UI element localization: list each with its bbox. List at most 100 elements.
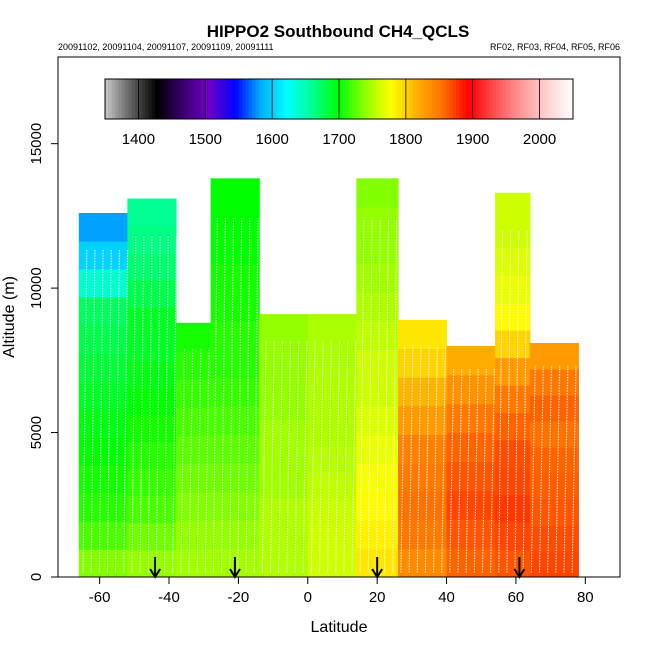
- flight-track-line: [367, 218, 373, 573]
- colorbar-segment: [322, 79, 327, 119]
- colorbar-segment: [392, 79, 397, 119]
- flight-track-line: [424, 345, 430, 573]
- x-tick-label: -20: [228, 589, 250, 606]
- heatmap-cell: [210, 292, 260, 322]
- colorbar-segment: [268, 79, 273, 119]
- colorbar-segment: [218, 79, 223, 119]
- heatmap-cell: [307, 314, 357, 341]
- flight-track-line: [538, 366, 544, 573]
- colorbar-segment: [405, 79, 410, 119]
- colorbar-segment: [141, 79, 146, 119]
- flight-track-line: [147, 236, 153, 573]
- colorbar-segment: [308, 79, 313, 119]
- colorbar-segment: [482, 79, 487, 119]
- colorbar-tick-label: 1900: [456, 131, 489, 148]
- colorbar-segment: [425, 79, 430, 119]
- colorbar-segment: [258, 79, 263, 119]
- colorbar-segment: [439, 79, 444, 119]
- flight-track-line: [335, 340, 341, 573]
- flight-track-line: [359, 218, 365, 573]
- colorbar-segment: [349, 79, 353, 119]
- colorbar-segment: [328, 79, 333, 119]
- colorbar-segment: [452, 79, 457, 119]
- colorbar-segment: [562, 79, 567, 119]
- heatmap-cell: [356, 377, 399, 407]
- flight-track-line: [327, 340, 332, 573]
- heatmap-cell: [495, 275, 531, 304]
- heatmap-cell: [259, 419, 309, 447]
- heatmap-cell: [397, 434, 448, 464]
- colorbar-segment: [402, 79, 407, 119]
- colorbar-segment: [138, 79, 143, 119]
- colorbar-segment: [175, 79, 180, 119]
- colorbar-segment: [529, 79, 534, 119]
- heatmap-cell: [78, 213, 128, 242]
- colorbar-segment: [155, 79, 159, 119]
- heatmap-cell: [127, 414, 177, 443]
- flight-track-line: [384, 218, 389, 573]
- heatmap-cell: [210, 434, 260, 464]
- colorbar-segment: [181, 79, 186, 119]
- heatmap-cell: [356, 206, 399, 236]
- colorbar-segment: [111, 79, 116, 119]
- flight-track-line: [278, 340, 283, 573]
- flight-track-line: [416, 345, 422, 573]
- colorbar-segment: [208, 79, 213, 119]
- colorbar-segment: [556, 79, 561, 119]
- heatmap-cell: [495, 302, 531, 331]
- colorbar-segment: [549, 79, 554, 119]
- flight-track-line: [514, 231, 520, 573]
- flight-track-line: [163, 236, 169, 573]
- chart-title: HIPPO2 Southbound CH4_QCLS: [207, 22, 470, 41]
- colorbar-segment: [275, 79, 280, 119]
- colorbar-segment: [135, 79, 139, 119]
- heatmap-cell: [397, 548, 448, 577]
- colorbar-segment: [288, 79, 293, 119]
- flight-track-line: [506, 231, 512, 573]
- heatmap-cell: [529, 551, 579, 577]
- heatmap-cell: [210, 320, 260, 350]
- heatmap-cell: [175, 322, 212, 352]
- flight-track-line: [351, 340, 357, 573]
- heatmap-cell: [78, 521, 128, 550]
- heatmap-cell: [78, 437, 128, 466]
- heatmap-cell: [210, 377, 260, 407]
- colorbar-segment: [238, 79, 243, 119]
- colorbar-tick-label: 1700: [322, 131, 355, 148]
- colorbar-tick-label: 1600: [255, 131, 288, 148]
- colorbar-segment: [161, 79, 166, 119]
- colorbar-segment: [211, 79, 216, 119]
- flight-track-line: [221, 218, 226, 573]
- flight-track-line: [139, 236, 145, 573]
- plot-frame: [57, 56, 621, 578]
- colorbar-segment: [108, 79, 113, 119]
- heatmap-cell: [78, 297, 128, 326]
- colorbar-segment: [569, 79, 574, 119]
- flight-track-line: [286, 340, 292, 573]
- heatmap-cell: [175, 351, 212, 380]
- colorbar-segment: [252, 79, 256, 119]
- colorbar-segment: [262, 79, 266, 119]
- y-tick-label: 15000: [28, 123, 45, 165]
- x-tick-label: 80: [577, 589, 594, 606]
- colorbar-segment: [188, 79, 193, 119]
- colorbar-segment: [278, 79, 283, 119]
- flight-track-line: [172, 236, 178, 573]
- colorbar-segment: [225, 79, 230, 119]
- heatmap-cell: [127, 306, 177, 335]
- heatmap-cell: [175, 379, 212, 409]
- colorbar-segment: [205, 79, 210, 119]
- heatmap-cell: [210, 206, 260, 236]
- y-axis-label: Altitude (m): [1, 276, 18, 358]
- colorbar-segment: [315, 79, 320, 119]
- flight-track-line: [180, 348, 186, 573]
- colorbar-segment: [489, 79, 494, 119]
- colorbar-segment: [432, 79, 437, 119]
- heatmap-cell: [397, 519, 448, 550]
- heatmap-cell: [356, 178, 399, 208]
- colorbar-segment: [128, 79, 133, 119]
- y-tick-label: 10000: [28, 267, 45, 309]
- colorbar-segment: [369, 79, 373, 119]
- colorbar-segment: [502, 79, 507, 119]
- colorbar-segment: [419, 79, 424, 119]
